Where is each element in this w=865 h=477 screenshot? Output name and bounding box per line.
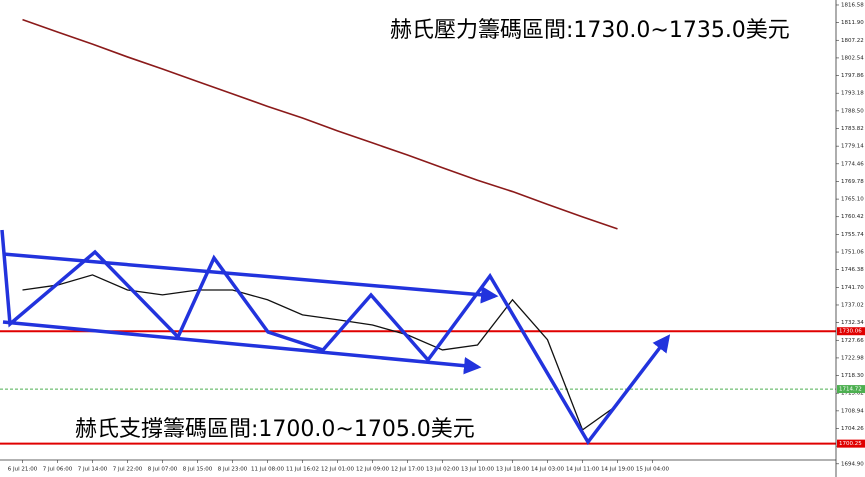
x-tick-label: 15 Jul 04:00: [636, 467, 669, 473]
y-tick-label: 1779.14: [841, 144, 864, 150]
y-tick-label: 1713.62: [841, 391, 864, 397]
x-tick-label: 7 Jul 22:00: [113, 467, 143, 473]
y-tick-label: 1769.78: [841, 179, 864, 185]
y-tick-label: 1732.34: [841, 320, 864, 326]
level-label: 1730.06: [839, 329, 862, 335]
level-label: 1700.25: [839, 441, 862, 447]
x-tick-label: 12 Jul 01:00: [321, 467, 354, 473]
x-tick-label: 13 Jul 02:00: [426, 467, 459, 473]
x-tick-label: 12 Jul 17:00: [391, 467, 424, 473]
x-tick-label: 8 Jul 07:00: [148, 467, 178, 473]
y-tick-label: 1774.46: [841, 161, 864, 167]
x-tick-label: 7 Jul 06:00: [43, 467, 73, 473]
level-tag: [837, 385, 865, 394]
y-tick-label: 1694.90: [841, 461, 864, 467]
x-tick-label: 12 Jul 09:00: [356, 467, 389, 473]
level-tag: [837, 439, 865, 448]
y-tick-label: 1760.42: [841, 214, 864, 220]
y-tick-label: 1727.66: [841, 338, 864, 344]
y-tick-label: 1765.10: [841, 197, 864, 203]
y-tick-label: 1802.54: [841, 55, 864, 61]
x-tick-label: 14 Jul 03:00: [531, 467, 564, 473]
x-tick-label: 8 Jul 23:00: [218, 467, 248, 473]
annotation: 赫氏壓力籌碼區間:1730.0~1735.0美元: [390, 18, 790, 43]
x-tick-label: 14 Jul 19:00: [601, 467, 634, 473]
x-tick-label: 13 Jul 10:00: [461, 467, 494, 473]
x-tick-label: 11 Jul 16:02: [286, 467, 319, 473]
annotation: 赫氏支撐籌碼區間:1700.0~1705.0美元: [75, 417, 475, 442]
zigzag: [0, 229, 671, 446]
y-tick-label: 1793.18: [841, 91, 864, 97]
channel-lower: [2, 320, 482, 375]
y-tick-label: 1783.82: [841, 126, 864, 132]
x-tick-label: 14 Jul 11:00: [566, 467, 599, 473]
y-tick-label: 1746.38: [841, 267, 864, 273]
y-tick-label: 1737.02: [841, 302, 864, 308]
y-tick-label: 1797.86: [841, 73, 864, 79]
x-tick-label: 6 Jul 21:00: [8, 467, 38, 473]
series-line: [22, 274, 618, 431]
x-tick-label: 11 Jul 08:00: [251, 467, 284, 473]
x-tick-label: 7 Jul 14:00: [78, 467, 108, 473]
y-tick-label: 1811.90: [841, 20, 864, 26]
y-tick-label: 1722.98: [841, 355, 864, 361]
series-line: [22, 18, 618, 230]
y-tick-label: 1816.58: [841, 2, 864, 8]
level-label: 1714.72: [839, 387, 862, 393]
x-tick-label: 8 Jul 15:00: [183, 467, 213, 473]
y-tick-label: 1751.06: [841, 250, 864, 256]
y-tick-label: 1718.30: [841, 373, 864, 379]
y-tick-label: 1807.22: [841, 38, 864, 44]
y-tick-label: 1741.70: [841, 285, 864, 291]
y-tick-label: 1708.94: [841, 408, 864, 414]
y-tick-label: 1704.26: [841, 426, 864, 432]
y-tick-label: 1755.74: [841, 232, 864, 238]
y-tick-label: 1788.50: [841, 108, 864, 114]
trend-drawings: [0, 229, 671, 446]
x-tick-label: 13 Jul 18:00: [496, 467, 529, 473]
level-tag: [837, 327, 865, 336]
